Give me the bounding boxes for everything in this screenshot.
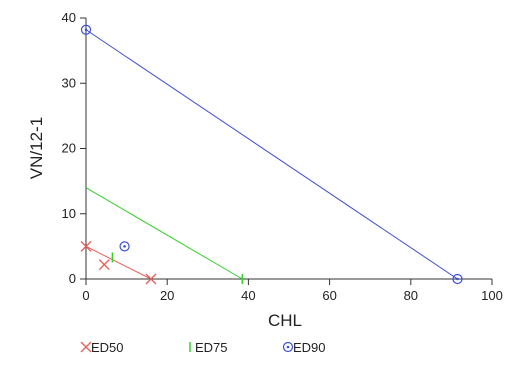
series-line-ed90 [85,29,458,280]
data-point-ed50 [98,259,110,271]
y-tick-label: 20 [62,141,76,156]
y-tick-label: 0 [69,271,76,286]
x-ticks: 0 20 40 60 80 100 [82,279,503,303]
series-ed90 [80,24,463,285]
series-line-ed50 [85,245,152,280]
legend-label-ed50: ED50 [91,340,124,355]
legend-item-ed90: ED90 [282,340,326,355]
y-tick-label: 40 [62,10,76,25]
x-tick-label: 0 [82,288,89,303]
series-line-ed75 [85,187,243,280]
legend-item-ed75: ED75 [189,340,228,355]
legend-item-ed50: ED50 [80,340,124,355]
legend-label-ed90: ED90 [293,340,326,355]
y-tick-label: 10 [62,206,76,221]
y-tick-label: 30 [62,75,76,90]
x-axis-title: CHL [268,311,302,330]
data-point-ed90 [80,24,92,35]
y-axis-title: VN/12-1 [27,117,46,179]
series-layer [80,24,463,285]
data-point-ed90 [452,273,463,285]
data-point-ed50 [145,273,157,285]
x-tick-label: 100 [481,288,503,303]
legend-marker-ed90 [282,341,294,353]
data-point-ed50 [80,240,92,252]
series-ed50 [80,240,157,285]
legend: ED50 ED75 ED90 [80,340,326,355]
x-tick-label: 20 [160,288,174,303]
x-tick-label: 60 [322,288,336,303]
series-ed75 [85,187,244,284]
legend-label-ed75: ED75 [195,340,228,355]
x-tick-label: 80 [404,288,418,303]
axes: 0 20 40 60 80 100 0 10 20 30 40 [62,10,503,303]
x-tick-label: 40 [241,288,255,303]
data-point-ed90 [119,241,130,252]
legend-marker-ed50 [80,341,92,353]
y-ticks: 0 10 20 30 40 [62,10,86,286]
